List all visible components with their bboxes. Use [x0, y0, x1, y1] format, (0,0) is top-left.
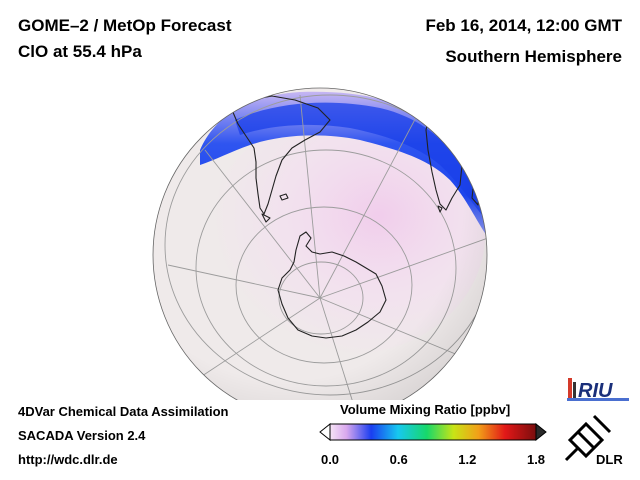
colorbar-tick-label: 0.0	[320, 452, 340, 467]
colorbar	[319, 422, 547, 442]
logos: RIU DLR	[564, 378, 629, 467]
globe-outline	[152, 87, 488, 400]
footer-method: 4DVar Chemical Data Assimilation	[18, 404, 229, 419]
colorbar-max-arrow	[535, 422, 547, 442]
forecast-datetime: Feb 16, 2014, 12:00 GMT	[425, 16, 622, 35]
footer-version: SACADA Version 2.4	[18, 428, 146, 443]
riu-logo-text: RIU	[578, 380, 613, 402]
hemisphere-label: Southern Hemisphere	[445, 47, 622, 66]
colorbar-title: Volume Mixing Ratio [ppbv]	[340, 402, 511, 417]
colorbar-min-arrow	[319, 422, 331, 442]
colorbar-gradient	[329, 423, 537, 441]
footer-url[interactable]: http://wdc.dlr.de	[18, 452, 118, 467]
globe-map	[152, 87, 488, 400]
dlr-logo-text: DLR	[596, 452, 623, 467]
riu-logo: RIU	[567, 378, 629, 402]
species-label: ClO at 55.4 hPa	[18, 42, 142, 61]
colorbar-tick-label: 1.8	[526, 452, 546, 467]
colorbar-tick-label: 1.2	[458, 452, 477, 467]
dlr-logo	[564, 414, 612, 462]
map-title: GOME–2 / MetOp Forecast	[18, 16, 232, 35]
colorbar-tick-label: 0.6	[389, 452, 408, 467]
